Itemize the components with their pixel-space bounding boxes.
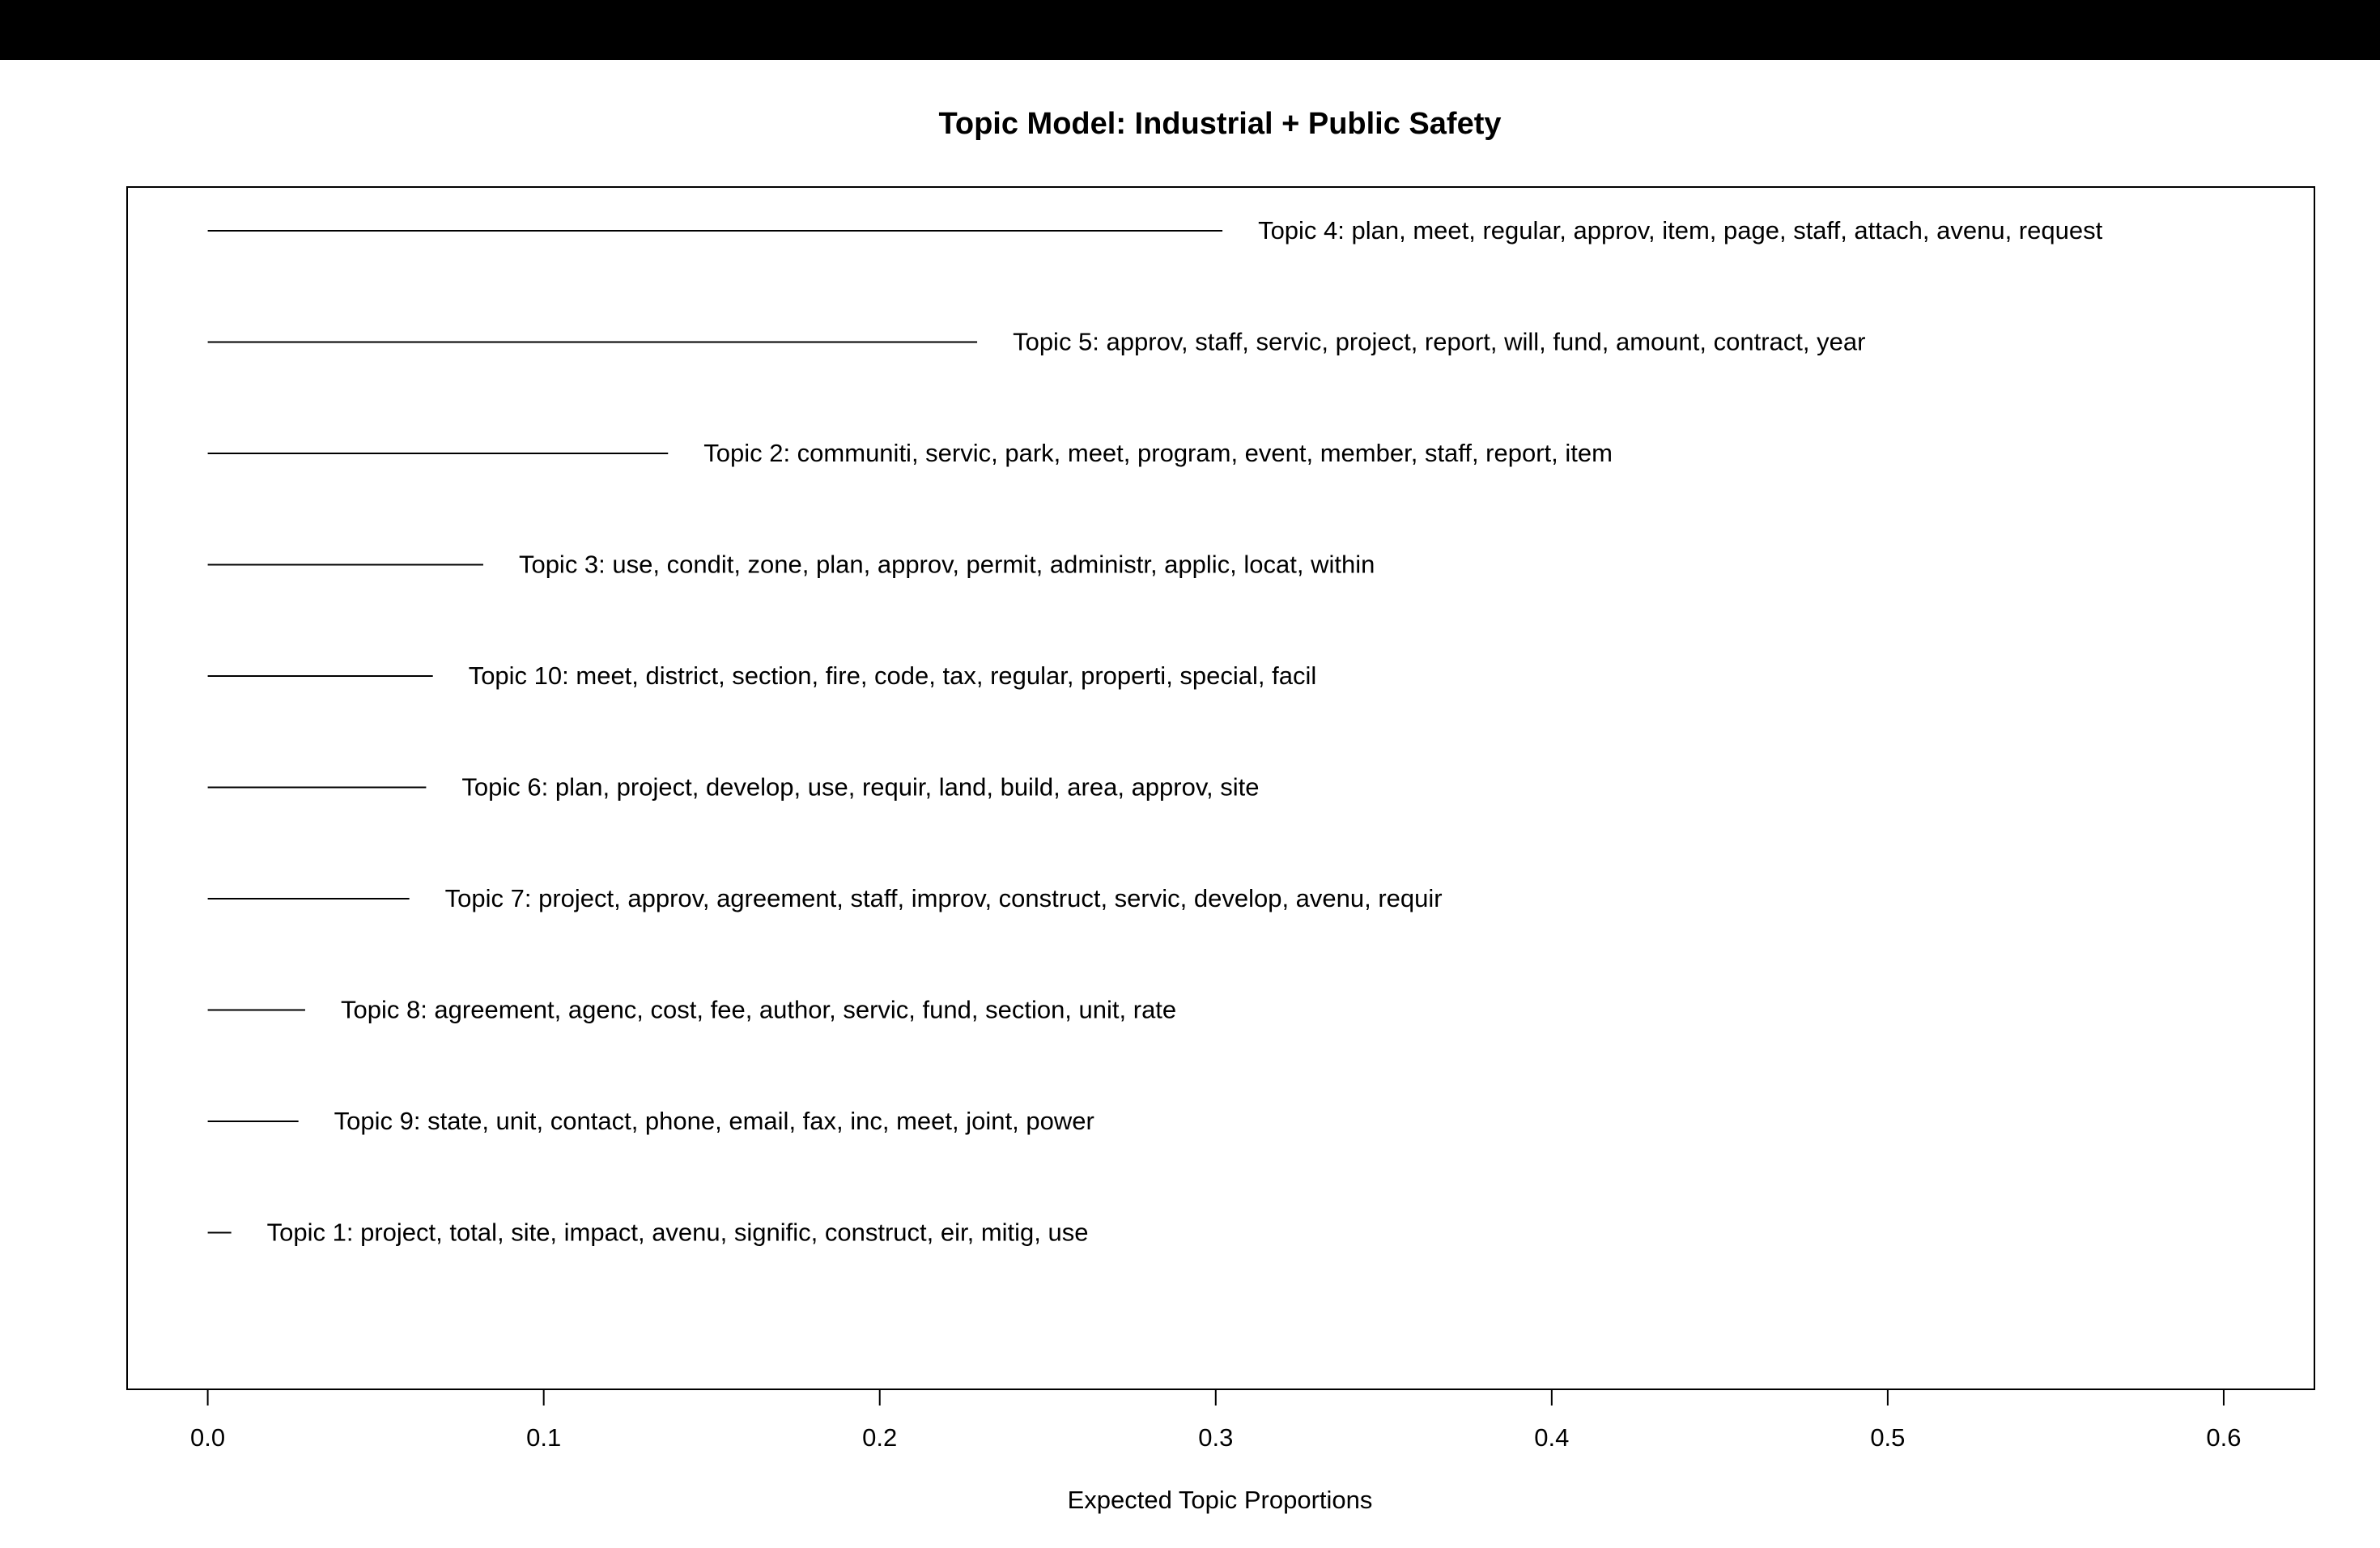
x-tick-label: 0.6: [2206, 1423, 2241, 1452]
top-black-bar: [0, 0, 2380, 60]
topic-label: Topic 10: meet, district, section, fire,…: [469, 661, 1317, 690]
x-tick-label: 0.3: [1198, 1423, 1233, 1452]
topic-label: Topic 9: state, unit, contact, phone, em…: [334, 1107, 1094, 1135]
topic-label: Topic 8: agreement, agenc, cost, fee, au…: [341, 996, 1176, 1024]
chart-title: Topic Model: Industrial + Public Safety: [938, 107, 1501, 141]
topic-label: Topic 3: use, condit, zone, plan, approv…: [519, 551, 1375, 579]
x-tick-label: 0.0: [190, 1423, 225, 1452]
topic-label: Topic 2: communiti, servic, park, meet, …: [703, 439, 1613, 467]
x-axis-label: Expected Topic Proportions: [1068, 1486, 1373, 1514]
topic-label: Topic 1: project, total, site, impact, a…: [267, 1218, 1089, 1247]
x-axis: 0.0 0.1 0.2 0.3 0.4 0.5 0.6: [190, 1389, 2241, 1452]
topic-label: Topic 4: plan, meet, regular, approv, it…: [1258, 216, 2103, 245]
x-tick-label: 0.4: [1534, 1423, 1569, 1452]
x-tick-label: 0.5: [1870, 1423, 1905, 1452]
topic-label: Topic 6: plan, project, develop, use, re…: [461, 773, 1259, 802]
topic-label: Topic 7: project, approv, agreement, sta…: [445, 884, 1443, 912]
x-tick-label: 0.1: [526, 1423, 561, 1452]
topic-series: Topic 4: plan, meet, regular, approv, it…: [207, 216, 2103, 1247]
x-tick-label: 0.2: [862, 1423, 897, 1452]
topic-label: Topic 5: approv, staff, servic, project,…: [1013, 328, 1865, 356]
